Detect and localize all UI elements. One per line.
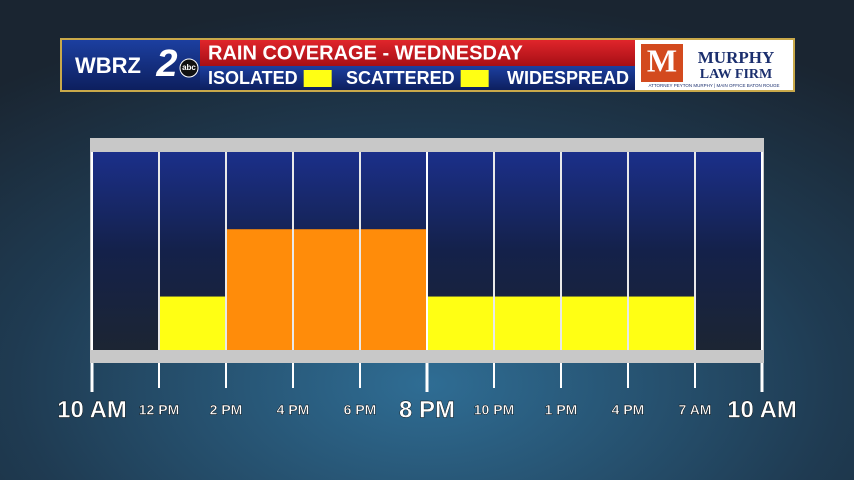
sponsor-logo-bg [641,44,683,82]
bar [361,229,426,350]
network-name: abc [182,63,196,72]
bar [495,296,560,350]
legend-swatch [460,70,489,87]
x-tick-label: 10 PM [474,402,514,418]
x-tick-label: 6 PM [344,402,377,418]
channel-number: 2 [155,43,177,85]
legend-label: ISOLATED [208,68,298,88]
station-name: WBRZ [75,53,141,78]
x-tick-label: 12 PM [139,402,179,418]
bar [629,296,694,350]
x-tick-label: 4 PM [277,402,310,418]
bar [227,229,292,350]
column-bg [93,152,158,350]
chart-title: RAIN COVERAGE - WEDNESDAY [208,42,524,64]
sponsor-name-2: LAW FIRM [700,67,772,82]
legend-label: WIDESPREAD [507,68,629,88]
x-tick-label: 4 PM [612,402,645,418]
x-tick-label: 2 PM [210,402,243,418]
bar [428,296,493,350]
bar [160,296,225,350]
x-tick-label: 10 AM [57,396,127,423]
sponsor-tagline: ATTORNEY PEYTON MURPHY | MAIN OFFICE BAT… [648,83,779,88]
network-badge [179,58,199,78]
x-tick-label: 8 PM [399,396,455,423]
sponsor-initial: M [647,42,677,78]
legend-swatch [303,70,332,87]
station-logo-bg [62,40,200,90]
bar [294,229,359,350]
plot: 10 AM 12 PM 2 PM 4 PM 6 PM 8 PM 10 PM 1 PM 4 PM 7… [57,152,797,424]
x-tick-label: 7 AM [679,402,712,418]
legend: ISOLATED SCATTERED WIDESPREAD [208,68,629,88]
bar [562,296,627,350]
x-tick-label: 1 PM [545,402,578,418]
legend-bar [200,66,635,90]
sponsor-name: MURPHY [698,48,774,67]
legend-label: SCATTERED [346,68,455,88]
x-tick-label: 10 AM [727,396,797,423]
column-bg [696,152,761,350]
title-bar [200,40,635,66]
